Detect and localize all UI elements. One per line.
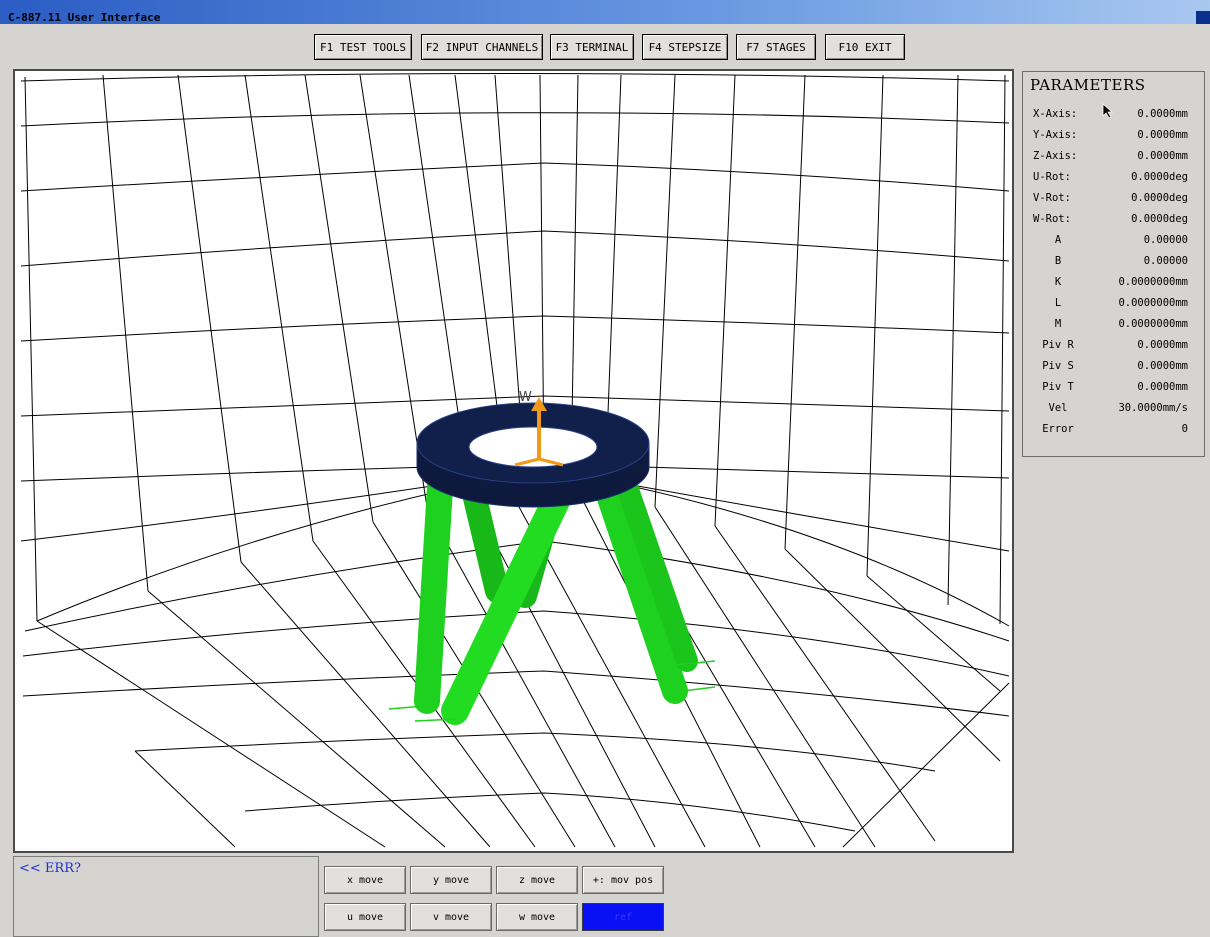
f1-test-tools-button[interactable]: F1 TEST TOOLS <box>314 34 412 60</box>
param-value: 0.0000mm <box>1137 339 1188 351</box>
x-move-button[interactable]: x move <box>324 866 406 894</box>
title-bar: C-887.11 User Interface <box>0 0 1210 24</box>
y-move-button[interactable]: y move <box>410 866 492 894</box>
f4-stepsize-button[interactable]: F4 STEPSIZE <box>642 34 728 60</box>
param-value: 0.0000mm <box>1137 129 1188 141</box>
param-label: U-Rot: <box>1033 171 1071 183</box>
leg-foot-markers <box>388 660 716 722</box>
parameters-panel: PARAMETERS X-Axis: 0.0000mm Y-Axis: 0.00… <box>1022 71 1205 457</box>
w-axis-arrow <box>514 397 564 467</box>
parameters-heading: PARAMETERS <box>1030 76 1146 94</box>
param-value: 0.00000 <box>1143 255 1188 267</box>
param-label: Vel <box>1048 402 1068 414</box>
param-label: X-Axis: <box>1033 108 1078 120</box>
param-row-error: Error 0 <box>1023 420 1206 440</box>
hexapod-3d-viewport[interactable]: W <box>13 69 1014 853</box>
f3-terminal-button[interactable]: F3 TERMINAL <box>550 34 634 60</box>
mouse-cursor-icon <box>1102 103 1114 119</box>
param-label: Y-Axis: <box>1033 129 1078 141</box>
param-row-k: K 0.0000000mm <box>1023 273 1206 293</box>
param-row-u-rot: U-Rot: 0.0000deg <box>1023 168 1206 188</box>
w-axis-label: W <box>519 390 532 405</box>
param-row-b: B 0.00000 <box>1023 252 1206 272</box>
param-label: Error <box>1042 423 1074 435</box>
param-value: 0.0000mm <box>1137 150 1188 162</box>
param-value: 0.0000deg <box>1131 213 1188 225</box>
param-row-v-rot: V-Rot: 0.0000deg <box>1023 189 1206 209</box>
param-row-vel: Vel 30.0000mm/s <box>1023 399 1206 419</box>
param-row-piv-s: Piv S 0.0000mm <box>1023 357 1206 377</box>
window-title: C-887.11 User Interface <box>8 11 161 24</box>
window-control-box[interactable] <box>1196 11 1210 24</box>
param-row-y-axis: Y-Axis: 0.0000mm <box>1023 126 1206 146</box>
param-value: 0.0000000mm <box>1118 297 1188 309</box>
param-label: W-Rot: <box>1033 213 1071 225</box>
f7-stages-button[interactable]: F7 STAGES <box>736 34 816 60</box>
command-response-text: << ERR? <box>19 861 81 876</box>
param-value: 0.0000000mm <box>1118 276 1188 288</box>
param-label: L <box>1054 297 1062 309</box>
param-row-z-axis: Z-Axis: 0.0000mm <box>1023 147 1206 167</box>
param-row-piv-t: Piv T 0.0000mm <box>1023 378 1206 398</box>
param-value: 0.0000deg <box>1131 192 1188 204</box>
v-move-button[interactable]: v move <box>410 903 492 931</box>
param-value: 30.0000mm/s <box>1118 402 1188 414</box>
param-row-x-axis: X-Axis: 0.0000mm <box>1023 105 1206 125</box>
w-move-button[interactable]: w move <box>496 903 578 931</box>
hexapod-scene: W <box>20 73 1010 848</box>
command-output-box[interactable]: << ERR? <box>13 856 319 937</box>
param-value: 0.0000mm <box>1137 381 1188 393</box>
param-value: 0 <box>1181 423 1188 435</box>
param-label: Piv T <box>1042 381 1074 393</box>
param-label: Piv S <box>1042 360 1074 372</box>
param-row-l: L 0.0000000mm <box>1023 294 1206 314</box>
mov-pos-button[interactable]: +: mov pos <box>582 866 664 894</box>
f10-exit-button[interactable]: F10 EXIT <box>825 34 905 60</box>
param-value: 0.0000000mm <box>1118 318 1188 330</box>
ref-button[interactable]: ref <box>582 903 664 931</box>
param-label: M <box>1054 318 1062 330</box>
param-label: K <box>1054 276 1062 288</box>
param-value: 0.00000 <box>1143 234 1188 246</box>
param-label: Piv R <box>1042 339 1074 351</box>
param-label: V-Rot: <box>1033 192 1071 204</box>
platform-ring <box>416 402 650 508</box>
param-label: B <box>1054 255 1062 267</box>
param-label: A <box>1054 234 1062 246</box>
param-row-w-rot: W-Rot: 0.0000deg <box>1023 210 1206 230</box>
param-row-m: M 0.0000000mm <box>1023 315 1206 335</box>
param-value: 0.0000mm <box>1137 360 1188 372</box>
param-value: 0.0000deg <box>1131 171 1188 183</box>
param-row-a: A 0.00000 <box>1023 231 1206 251</box>
param-row-piv-r: Piv R 0.0000mm <box>1023 336 1206 356</box>
u-move-button[interactable]: u move <box>324 903 406 931</box>
z-move-button[interactable]: z move <box>496 866 578 894</box>
param-label: Z-Axis: <box>1033 150 1078 162</box>
param-value: 0.0000mm <box>1137 108 1188 120</box>
f2-input-channels-button[interactable]: F2 INPUT CHANNELS <box>421 34 543 60</box>
